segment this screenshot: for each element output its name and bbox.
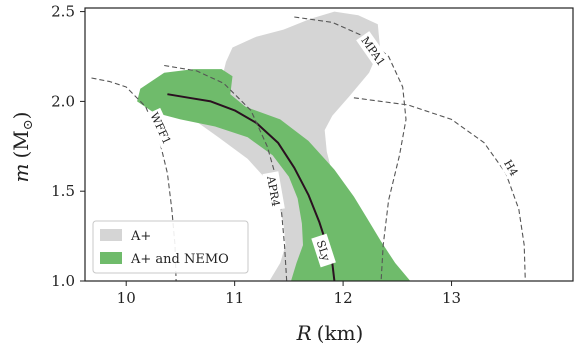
curve-label-bg	[498, 153, 524, 182]
curve-label-bg	[311, 233, 336, 268]
credible-regions	[137, 11, 411, 281]
y-axis-variable: m	[9, 164, 33, 183]
x-tick-label: 12	[334, 289, 353, 307]
curve-label-sly: SLy	[311, 233, 336, 268]
y-axis-ticks: 1.0 1.5 2.0 2.5	[51, 3, 85, 290]
x-tick-label: 13	[442, 289, 461, 307]
y-axis-unit: (M	[9, 130, 33, 158]
curve-label-bg	[145, 107, 177, 149]
curve-label-bg	[262, 171, 285, 212]
legend-swatch-a-plus	[100, 229, 122, 241]
y-tick-label: 2.5	[51, 3, 75, 21]
y-tick-label: 1.5	[51, 182, 75, 200]
curve-label-apr4: APR4	[262, 171, 285, 212]
x-axis-variable: R	[296, 321, 312, 345]
curve-label-text: APR4	[264, 174, 282, 207]
legend-swatch-a-plus-nemo	[100, 252, 122, 264]
curve-label-h4: H4	[498, 153, 524, 182]
x-axis-unit: (km)	[317, 321, 364, 345]
plot-area	[91, 11, 526, 281]
curve-apr4	[164, 64, 288, 281]
plot-frame	[84, 7, 574, 282]
curve-label-bg	[356, 31, 391, 72]
curve-mpa1	[294, 16, 407, 281]
region-a-and-nemo	[137, 69, 411, 281]
legend-label-a-plus-nemo: A+ and NEMO	[130, 252, 229, 267]
legend-label-a-plus: A+	[130, 229, 151, 244]
y-tick-label: 1.0	[51, 272, 75, 290]
curve-label-text: SLy	[314, 239, 333, 264]
y-tick-label: 2.0	[51, 92, 75, 110]
x-tick-label: 11	[225, 289, 244, 307]
legend: A+ A+ and NEMO	[92, 220, 249, 274]
y-axis-label: m (M⊙)	[9, 112, 36, 183]
x-axis-label: R (km)	[296, 321, 364, 345]
sun-symbol: ⊙	[21, 119, 36, 130]
legend-box	[92, 220, 249, 274]
y-axis-unit-close: )	[9, 112, 33, 120]
x-axis-ticks: 10 11 12 13	[117, 281, 461, 307]
x-tick-label: 10	[117, 289, 136, 307]
